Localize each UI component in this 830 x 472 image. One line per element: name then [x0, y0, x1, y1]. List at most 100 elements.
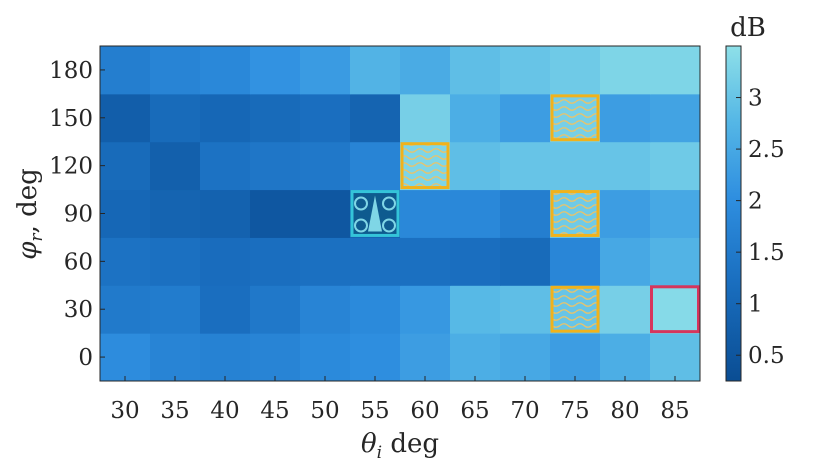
yellow-wave-highlight [550, 94, 600, 142]
heatmap-cell [150, 189, 201, 238]
heatmap-cell [350, 333, 401, 382]
heatmap-cell [450, 141, 501, 191]
y-tick-label: 180 [49, 58, 93, 84]
x-tick-label: 55 [360, 398, 389, 424]
heatmap-cell [400, 285, 451, 334]
heatmap-cell [400, 189, 451, 238]
y-tick-label: 120 [49, 154, 93, 180]
heatmap-cell [600, 237, 651, 286]
heatmap-cell [250, 189, 301, 238]
heatmap-cell [500, 237, 551, 286]
heatmap-cell [150, 333, 201, 382]
y-tick-label: 150 [49, 106, 93, 132]
heatmap-cell [350, 285, 401, 334]
x-tick-label: 85 [660, 398, 689, 424]
heatmap-cell [200, 237, 251, 286]
x-tick-label: 75 [560, 398, 589, 424]
heatmap-cell [500, 141, 551, 191]
heatmap-cell [600, 189, 651, 238]
x-tick-label: 60 [410, 398, 439, 424]
heatmap-cell [400, 237, 451, 286]
heatmap-cell [150, 237, 201, 286]
colorbar [725, 45, 742, 382]
y-tick-label: 60 [64, 249, 93, 275]
colorbar-tick-label: 2 [748, 189, 763, 215]
x-tick-label: 65 [460, 398, 489, 424]
colorbar-tick-label: 1 [748, 292, 763, 318]
heatmap-cell [250, 285, 301, 334]
colorbar-ticks: 0.5 1 1.5 2 2.5 3 [736, 86, 785, 369]
heatmap-cell [450, 333, 501, 382]
heatmap-cell [300, 237, 351, 286]
x-tick-label: 70 [510, 398, 539, 424]
heatmap-cell [250, 237, 301, 286]
heatmap-cell [650, 237, 701, 286]
heatmap-cell [250, 333, 301, 382]
heatmap-cell [350, 46, 401, 95]
heatmap-cell [100, 189, 151, 238]
x-tick-label: 80 [610, 398, 639, 424]
x-tick-label: 40 [210, 398, 239, 424]
heatmap-cell [200, 141, 251, 191]
yellow-wave-highlight [550, 285, 600, 333]
heatmap-cell [550, 46, 601, 95]
heatmap-cell [200, 93, 251, 143]
heatmap-cell [450, 237, 501, 286]
heatmap-cell [450, 285, 501, 334]
heatmap-cell [100, 141, 151, 191]
heatmap-cell [150, 285, 201, 334]
heatmap-cell [350, 93, 401, 143]
yellow-wave-highlight [400, 142, 450, 190]
heatmap-cell [250, 93, 301, 143]
heatmap-cell [400, 333, 451, 382]
y-axis-ticks: 0 30 60 90 120 150 180 [49, 58, 105, 371]
x-tick-label: 45 [260, 398, 289, 424]
heatmap-cells [100, 46, 701, 382]
colorbar-tick-label: 0.5 [748, 343, 785, 369]
heatmap-cell [400, 46, 451, 95]
heatmap-cell [200, 46, 251, 95]
y-axis-label: φr, deg [13, 168, 47, 260]
x-tick-label: 35 [160, 398, 189, 424]
yellow-wave-highlight [550, 190, 600, 237]
heatmap-cell [200, 285, 251, 334]
heatmap-cell [550, 141, 601, 191]
colorbar-tick-label: 1.5 [748, 240, 785, 266]
heatmap-cell [600, 285, 651, 334]
heatmap-cell [100, 237, 151, 286]
heatmap-cell [350, 237, 401, 286]
heatmap-cell [500, 189, 551, 238]
heatmap-cell [250, 46, 301, 95]
heatmap-cell [300, 46, 351, 95]
heatmap-cell [350, 141, 401, 191]
heatmap-cell [650, 189, 701, 238]
heatmap-cell [650, 93, 701, 143]
heatmap-cell [150, 46, 201, 95]
heatmap-cell [450, 93, 501, 143]
heatmap-cell [300, 93, 351, 143]
heatmap-cell [650, 333, 701, 382]
heatmap-cell [100, 93, 151, 143]
heatmap-cell [650, 46, 701, 95]
cyan-pattern-highlight [350, 190, 400, 237]
heatmap-cell [500, 46, 551, 95]
heatmap-cell [650, 285, 701, 334]
heatmap-cell [300, 189, 351, 238]
heatmap-cell [500, 285, 551, 334]
colorbar-title: dB [730, 13, 766, 43]
x-axis-label: θi deg [361, 429, 439, 463]
colorbar-tick-label: 3 [748, 86, 763, 112]
heatmap-cell [650, 141, 701, 191]
heatmap-cell [400, 93, 451, 143]
heatmap-cell [300, 285, 351, 334]
heatmap-cell [200, 333, 251, 382]
heatmap-cell [100, 333, 151, 382]
red-outline-highlight [650, 285, 700, 334]
y-tick-label: 0 [78, 345, 93, 371]
heatmap-cell [500, 93, 551, 143]
heatmap-cell [200, 189, 251, 238]
x-tick-label: 50 [310, 398, 339, 424]
heatmap-cell [150, 141, 201, 191]
heatmap-cell [550, 237, 601, 286]
